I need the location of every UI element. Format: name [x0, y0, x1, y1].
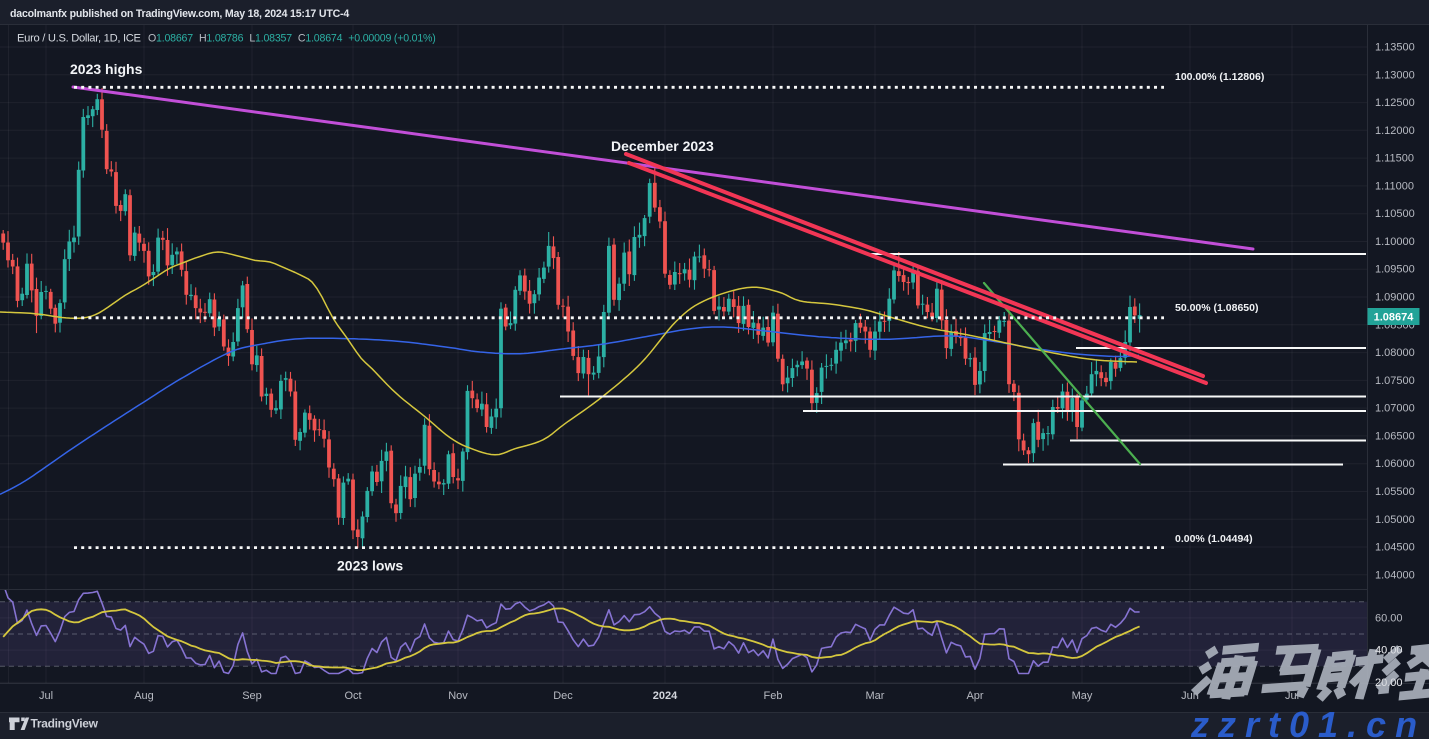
- svg-text:TradingView: TradingView: [31, 717, 99, 731]
- svg-text:1.04000: 1.04000: [1375, 569, 1415, 581]
- svg-text:Jul: Jul: [39, 690, 53, 702]
- svg-text:Dec: Dec: [553, 690, 573, 702]
- svg-text:Apr: Apr: [966, 690, 983, 702]
- svg-text:1.12500: 1.12500: [1375, 97, 1415, 109]
- svg-text:50.00% (1.08650): 50.00% (1.08650): [1175, 302, 1258, 314]
- svg-text:2024: 2024: [653, 690, 678, 702]
- svg-text:Mar: Mar: [866, 690, 885, 702]
- svg-text:Oct: Oct: [344, 690, 361, 702]
- svg-text:Sep: Sep: [242, 690, 262, 702]
- svg-text:dacolmanfx published on Tradin: dacolmanfx published on TradingView.com,…: [10, 8, 349, 20]
- svg-text:1.10500: 1.10500: [1375, 208, 1415, 220]
- svg-text:1.08000: 1.08000: [1375, 347, 1415, 359]
- svg-text:0.00% (1.04494): 0.00% (1.04494): [1175, 533, 1253, 545]
- svg-text:1.05000: 1.05000: [1375, 514, 1415, 526]
- svg-text:1.12000: 1.12000: [1375, 125, 1415, 137]
- svg-text:Nov: Nov: [448, 690, 468, 702]
- svg-text:1.07500: 1.07500: [1375, 375, 1415, 387]
- svg-text:1.13500: 1.13500: [1375, 42, 1415, 54]
- svg-text:Feb: Feb: [764, 690, 783, 702]
- svg-text:1.06000: 1.06000: [1375, 458, 1415, 470]
- svg-text:1.09000: 1.09000: [1375, 292, 1415, 304]
- svg-text:100.00% (1.12806): 100.00% (1.12806): [1175, 71, 1264, 83]
- svg-text:1.09500: 1.09500: [1375, 264, 1415, 276]
- svg-text:2023 highs: 2023 highs: [70, 61, 143, 77]
- svg-text:December 2023: December 2023: [611, 138, 714, 154]
- svg-text:60.00: 60.00: [1375, 612, 1403, 624]
- svg-text:1.11000: 1.11000: [1375, 180, 1414, 192]
- svg-text:1.11500: 1.11500: [1375, 153, 1414, 165]
- svg-text:40.00: 40.00: [1375, 645, 1403, 657]
- svg-text:1.05500: 1.05500: [1375, 486, 1415, 498]
- svg-text:1.07000: 1.07000: [1375, 403, 1415, 415]
- svg-text:1.13000: 1.13000: [1375, 69, 1415, 81]
- svg-text:Aug: Aug: [134, 690, 154, 702]
- svg-text:1.04500: 1.04500: [1375, 542, 1415, 554]
- svg-text:1.06500: 1.06500: [1375, 430, 1415, 442]
- svg-text:20.00: 20.00: [1375, 677, 1403, 689]
- svg-text:2023 lows: 2023 lows: [337, 558, 403, 574]
- svg-text:Euro / U.S. Dollar, 1D, ICE: Euro / U.S. Dollar, 1D, ICE: [17, 33, 141, 45]
- svg-text:1.10000: 1.10000: [1375, 236, 1415, 248]
- svg-text:1.08674: 1.08674: [1374, 312, 1415, 324]
- svg-text:zzrt01.cn: zzrt01.cn: [1190, 704, 1426, 739]
- svg-text:Jul: Jul: [1285, 690, 1299, 702]
- svg-text:May: May: [1072, 690, 1093, 702]
